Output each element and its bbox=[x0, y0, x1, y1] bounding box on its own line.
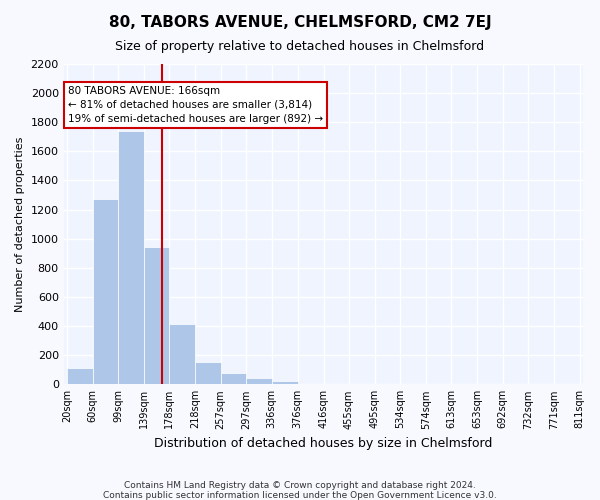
Text: Contains public sector information licensed under the Open Government Licence v3: Contains public sector information licen… bbox=[103, 491, 497, 500]
Bar bbox=[247, 378, 272, 384]
Text: Size of property relative to detached houses in Chelmsford: Size of property relative to detached ho… bbox=[115, 40, 485, 53]
Text: 80, TABORS AVENUE, CHELMSFORD, CM2 7EJ: 80, TABORS AVENUE, CHELMSFORD, CM2 7EJ bbox=[109, 15, 491, 30]
Bar bbox=[272, 380, 298, 384]
Bar bbox=[169, 324, 195, 384]
Bar bbox=[93, 200, 118, 384]
Text: Contains HM Land Registry data © Crown copyright and database right 2024.: Contains HM Land Registry data © Crown c… bbox=[124, 481, 476, 490]
Bar bbox=[67, 368, 93, 384]
Bar bbox=[144, 248, 169, 384]
Y-axis label: Number of detached properties: Number of detached properties bbox=[15, 136, 25, 312]
Text: 80 TABORS AVENUE: 166sqm
← 81% of detached houses are smaller (3,814)
19% of sem: 80 TABORS AVENUE: 166sqm ← 81% of detach… bbox=[68, 86, 323, 124]
Bar bbox=[195, 362, 221, 384]
Bar bbox=[221, 372, 247, 384]
Bar bbox=[118, 131, 144, 384]
X-axis label: Distribution of detached houses by size in Chelmsford: Distribution of detached houses by size … bbox=[154, 437, 493, 450]
